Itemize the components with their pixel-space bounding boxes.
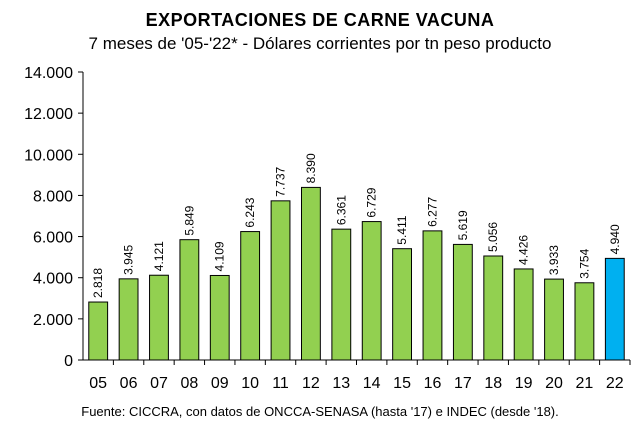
y-tick-label: 6.000 [33, 230, 73, 247]
bars: 2.818 3.945 4.121 5.849 4.109 6.243 7.737 8.390… [88, 153, 625, 361]
x-tick-label-21: 21 [576, 375, 594, 392]
value-label-14: 6.729 [365, 187, 379, 217]
y-tick-label: 14.000 [24, 65, 73, 82]
x-tick-label-19: 19 [515, 375, 533, 392]
bar-16 [422, 230, 443, 361]
x-tick-label-15: 15 [393, 375, 411, 392]
bar-08 [179, 239, 200, 361]
x-tick-label-06: 06 [120, 375, 138, 392]
bar-14 [361, 221, 382, 361]
value-label-12: 8.390 [304, 153, 318, 183]
value-label-07: 4.121 [152, 241, 166, 271]
bar-13 [331, 228, 352, 361]
bar-17 [452, 243, 473, 361]
y-tick-label: 2.000 [33, 312, 73, 329]
x-tick-label-18: 18 [484, 375, 502, 392]
x-tick-label-08: 08 [180, 375, 198, 392]
x-tick-label-05: 05 [89, 375, 107, 392]
value-label-09: 4.109 [213, 241, 227, 271]
value-label-19: 4.426 [517, 235, 531, 265]
x-tick-label-10: 10 [241, 375, 259, 392]
bar-21 [574, 282, 595, 361]
y-tick-label: 4.000 [33, 271, 73, 288]
value-label-10: 6.243 [243, 197, 257, 227]
value-label-13: 6.361 [334, 195, 348, 225]
x-tick-label-16: 16 [424, 375, 442, 392]
value-label-17: 5.619 [456, 210, 470, 240]
bar-07 [149, 274, 169, 361]
chart-source-note: Fuente: CICCRA, con datos de ONCCA-SENAS… [81, 404, 559, 419]
y-tick-label: 12.000 [24, 106, 73, 123]
chart-title: EXPORTACIONES DE CARNE VACUNA [145, 10, 495, 30]
x-axis: 05 06 07 08 09 10 11 12 13 14 15 16 17 18 19 20 21 22 [83, 359, 631, 392]
value-label-05: 2.818 [91, 268, 105, 298]
x-tick-label-11: 11 [272, 375, 289, 392]
bar-15 [392, 248, 413, 361]
x-tick-label-14: 14 [363, 375, 381, 392]
y-tick-label: 10.000 [24, 147, 73, 164]
x-tick-label-12: 12 [302, 375, 320, 392]
value-label-16: 6.277 [425, 197, 439, 227]
bar-06 [118, 278, 139, 361]
value-label-22: 4.940 [608, 224, 622, 254]
value-label-15: 5.411 [395, 215, 409, 244]
value-label-18: 5.056 [486, 222, 500, 252]
bar-10 [240, 231, 261, 361]
x-tick-label-07: 07 [150, 375, 168, 392]
x-tick-label-22: 22 [606, 375, 624, 392]
value-label-21: 3.754 [577, 248, 591, 278]
bar-11 [270, 200, 291, 361]
bar-18 [483, 255, 504, 361]
bar-20 [544, 278, 564, 361]
bar-09 [209, 274, 230, 361]
bar-05 [88, 301, 109, 361]
y-axis: 0 2.000 4.000 6.000 8.000 10.000 12.000 14.000 [24, 65, 84, 370]
value-label-08: 5.849 [182, 205, 196, 235]
y-tick-label: 8.000 [33, 188, 73, 205]
chart-subtitle: 7 meses de '05-'22* - Dólares corrientes… [88, 34, 552, 53]
bar-22 [604, 257, 625, 361]
bar-12 [300, 186, 321, 361]
value-label-20: 3.933 [547, 245, 561, 275]
y-tick-label: 0 [64, 353, 73, 370]
bar-19 [513, 268, 534, 361]
value-label-06: 3.945 [122, 244, 136, 274]
x-tick-label-09: 09 [211, 375, 229, 392]
x-tick-label-20: 20 [545, 375, 563, 392]
x-tick-label-17: 17 [454, 375, 472, 392]
value-label-11: 7.737 [274, 166, 288, 196]
x-tick-label-13: 13 [332, 375, 350, 392]
